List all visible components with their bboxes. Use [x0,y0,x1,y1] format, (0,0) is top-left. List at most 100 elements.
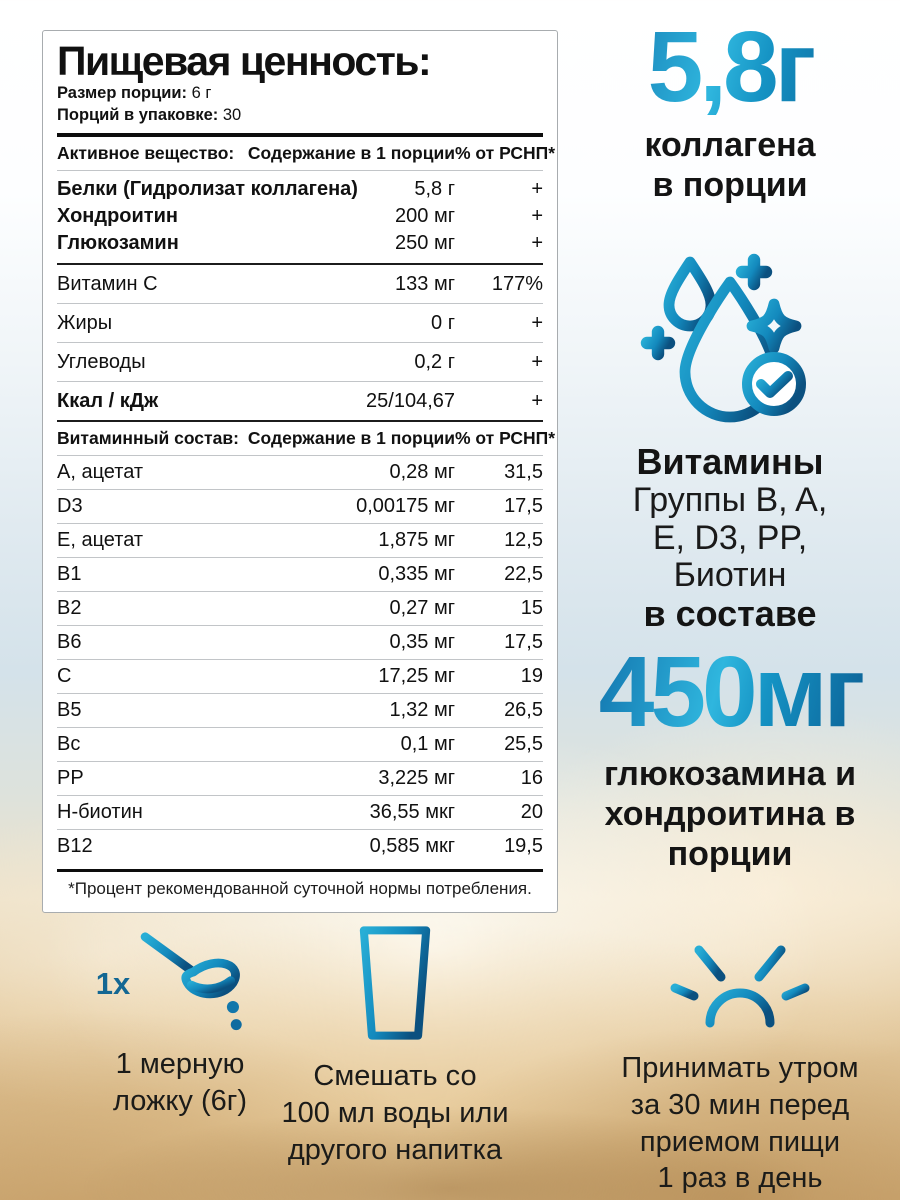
row-amount: 1,875 мг [378,529,455,552]
row-pct: 17,5 [504,495,543,518]
vitamins-line3: Биотин [673,556,787,595]
scoop-text-line1: 1 мерную [115,1048,245,1080]
divider [57,795,543,797]
row-amount: 0,35 мг [389,631,455,654]
row-amount: 250 мг [395,232,455,255]
header-amount: Содержание в 1 порции [247,428,455,449]
table-row: B2 0,27 мг 15 [57,592,543,625]
glucosamine-callout: 450мг глюкозамина и хондроитина в порции [560,642,900,874]
vitamins-callout: Витамины Группы B, A, E, D3, PP, Биотин … [560,441,900,635]
scoop-count-badge: 1x [95,966,131,1001]
timing-text-line2: за 30 мин перед [630,1088,850,1121]
glucosamine-caption-line2: хондроитина в [604,795,856,834]
divider [57,557,543,559]
row-pct: 22,5 [504,563,543,586]
divider [57,381,543,383]
row-amount: 25/104,67 [366,389,455,412]
divider [57,420,543,423]
divider [57,523,543,525]
divider [57,693,543,695]
header-amount: Содержание в 1 порции [247,143,455,164]
vitamins-line1: Группы B, A, [632,481,828,520]
table-row: B1 0,335 мг 22,5 [57,558,543,591]
vitamins-footer: в составе [643,593,817,635]
servings-per-pack-line: Порций в упаковке: 30 [57,105,543,126]
row-pct: 177% [491,272,543,295]
collagen-caption-line1: коллагена [644,126,816,164]
table-row: Bc 0,1 мг 25,5 [57,728,543,761]
row-name: A, ацетат [57,461,144,484]
timing-text-line4: 1 раз в день [657,1162,823,1195]
protein-group: Белки (Гидролизат коллагена) 5,8 г + Хон… [57,171,543,263]
row-pct: 20 [520,801,543,824]
table-row: C 17,25 мг 19 [57,660,543,693]
row-pct: 19 [520,665,543,688]
divider [57,659,543,661]
table-row: PP 3,225 мг 16 [57,762,543,795]
row-name: E, ацетат [57,529,144,552]
row-pct: + [531,389,543,412]
instruction-mix: Смешать со 100 мл воды или другого напит… [255,925,535,1168]
nutrition-facts-card: Пищевая ценность: Размер порции: 6 г Пор… [42,30,558,914]
row-name: Белки (Гидролизат коллагена) [57,178,358,201]
footnote: *Процент рекомендованной суточной нормы … [68,879,532,899]
collagen-callout: 5,8г коллагена в порции [560,17,900,205]
row-pct: 25,5 [504,733,543,756]
vitamins-title: Витамины [636,441,824,482]
row-pct: 16 [520,767,543,790]
row-amount: 3,225 мг [378,767,455,790]
row-pct: 26,5 [504,699,543,722]
card-title: Пищевая ценность: [57,38,432,84]
row-pct: + [531,350,543,373]
header-pct: % от РСНП* [455,143,556,164]
row-name: Bc [57,733,81,756]
table-row: Хондроитин 200 мг + [57,203,543,230]
row-name: B6 [57,631,82,654]
row-amount: 36,55 мкг [369,801,455,824]
row-name: C [57,665,72,688]
table-row: E, ацетат 1,875 мг 12,5 [57,524,543,557]
table-row: B12 0,585 мкг 19,5 [57,830,543,863]
measuring-spoon-icon [140,932,242,1031]
row-amount: 0 г [431,311,455,334]
divider [57,489,543,491]
active-substances-header: Активное вещество: Содержание в 1 порции… [57,137,556,170]
scoop-text-line2: ложку (6г) [112,1084,248,1117]
table-row: Жиры 0 г + [57,304,543,342]
table-row: Н-биотин 36,55 мкг 20 [57,796,543,829]
glucosamine-amount: 450мг [560,642,900,742]
divider [57,263,543,266]
divider [57,761,543,763]
row-amount: 0,335 мг [378,563,455,586]
servings-per-pack-label: Порций в упаковке: [57,105,219,124]
servings-per-pack-value: 30 [222,105,242,124]
row-pct: 15 [520,597,543,620]
divider [57,455,543,457]
row-pct: + [531,232,543,255]
table-row: A, ацетат 0,28 мг 31,5 [57,456,543,489]
divider [57,133,543,138]
divider [57,303,543,305]
row-pct: 31,5 [504,461,543,484]
divider [57,591,543,593]
row-amount: 200 мг [395,205,455,228]
collagen-amount: 5,8г [560,17,900,117]
row-name: Ккал / кДж [57,389,159,412]
serving-size-line: Размер порции: 6 г [57,83,543,104]
mix-text-line3: другого напитка [287,1133,503,1166]
serving-size-label: Размер порции: [57,84,188,103]
row-pct: 17,5 [504,631,543,654]
glucosamine-caption-line1: глюкозамина и [603,755,857,793]
glucosamine-caption-line3: порции [667,835,793,874]
row-name: Витамин C [57,272,158,295]
timing-text-line3: приемом пищи [639,1125,841,1158]
serving-size-value: 6 г [191,84,212,103]
row-name: PP [57,767,84,790]
row-pct: 19,5 [504,835,543,858]
row-pct: + [531,205,543,228]
header-name: Активное вещество: [57,143,235,164]
table-row: Белки (Гидролизат коллагена) 5,8 г + [57,176,543,203]
row-amount: 0,1 мг [400,733,455,756]
row-amount: 1,32 мг [389,699,455,722]
table-row: Углеводы 0,2 г + [57,343,543,381]
